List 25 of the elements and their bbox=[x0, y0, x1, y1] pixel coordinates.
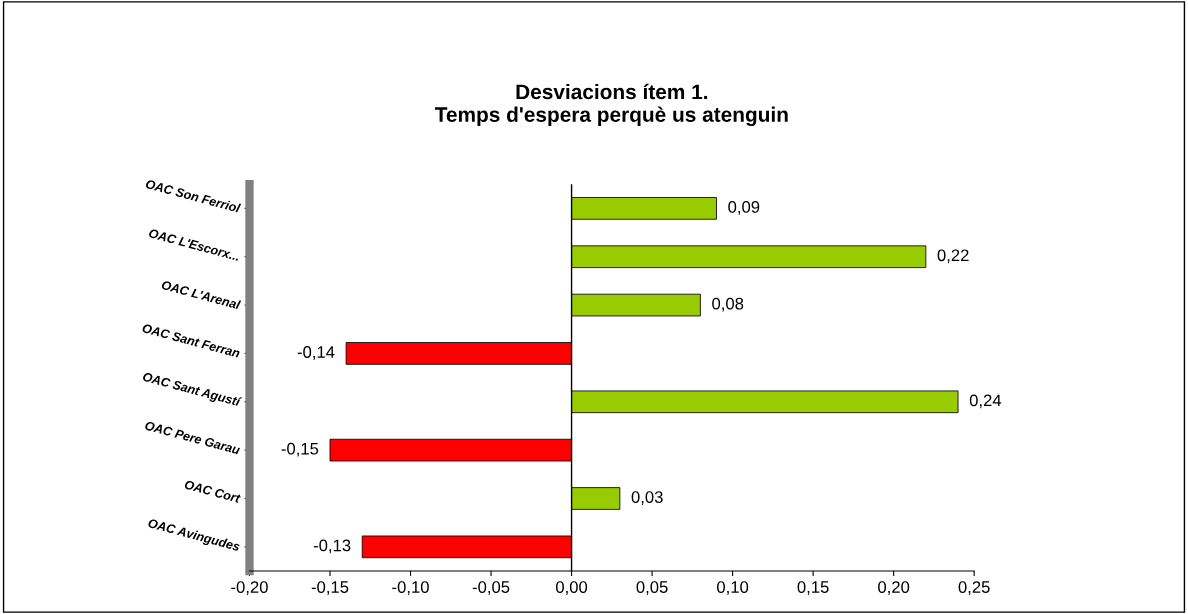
x-tick-label: 0,10 bbox=[717, 581, 749, 595]
y-tick-label: OAC Cort bbox=[184, 479, 242, 504]
x-tick-label: 0,25 bbox=[958, 581, 990, 595]
data-label: 0,24 bbox=[969, 394, 1002, 409]
chart-title: Desviacions ítem 1. Temps d'espera perquè us atenguin bbox=[434, 83, 788, 127]
data-label: 0,09 bbox=[728, 201, 760, 215]
x-tick-label: 0,00 bbox=[555, 581, 588, 595]
y-tick-label: OAC Pere Garau bbox=[144, 420, 241, 455]
x-tick-label: -0,15 bbox=[311, 581, 349, 595]
y-tick-label: OAC Son Ferriol bbox=[145, 179, 242, 213]
x-tick-label: -0,10 bbox=[392, 581, 429, 595]
data-label: -0,15 bbox=[281, 442, 319, 457]
x-tick-label: 0,15 bbox=[797, 581, 829, 595]
y-tick-label: OAC L'Arenal bbox=[161, 279, 242, 310]
data-label: -0,13 bbox=[313, 539, 351, 554]
y-tick-label: OAC Sant Agustí bbox=[141, 371, 243, 410]
y-tick-label: OAC Sant Ferran bbox=[141, 323, 241, 358]
x-tick-label: -0,05 bbox=[472, 581, 510, 595]
data-label: 0,22 bbox=[937, 249, 969, 264]
x-tick-label: -0,20 bbox=[231, 581, 268, 595]
x-tick-label: 0,20 bbox=[878, 581, 910, 595]
data-label: 0,03 bbox=[631, 491, 663, 505]
data-label: -0,14 bbox=[297, 346, 335, 360]
data-label: 0,08 bbox=[712, 297, 744, 312]
x-tick-label: 0,05 bbox=[636, 581, 668, 595]
